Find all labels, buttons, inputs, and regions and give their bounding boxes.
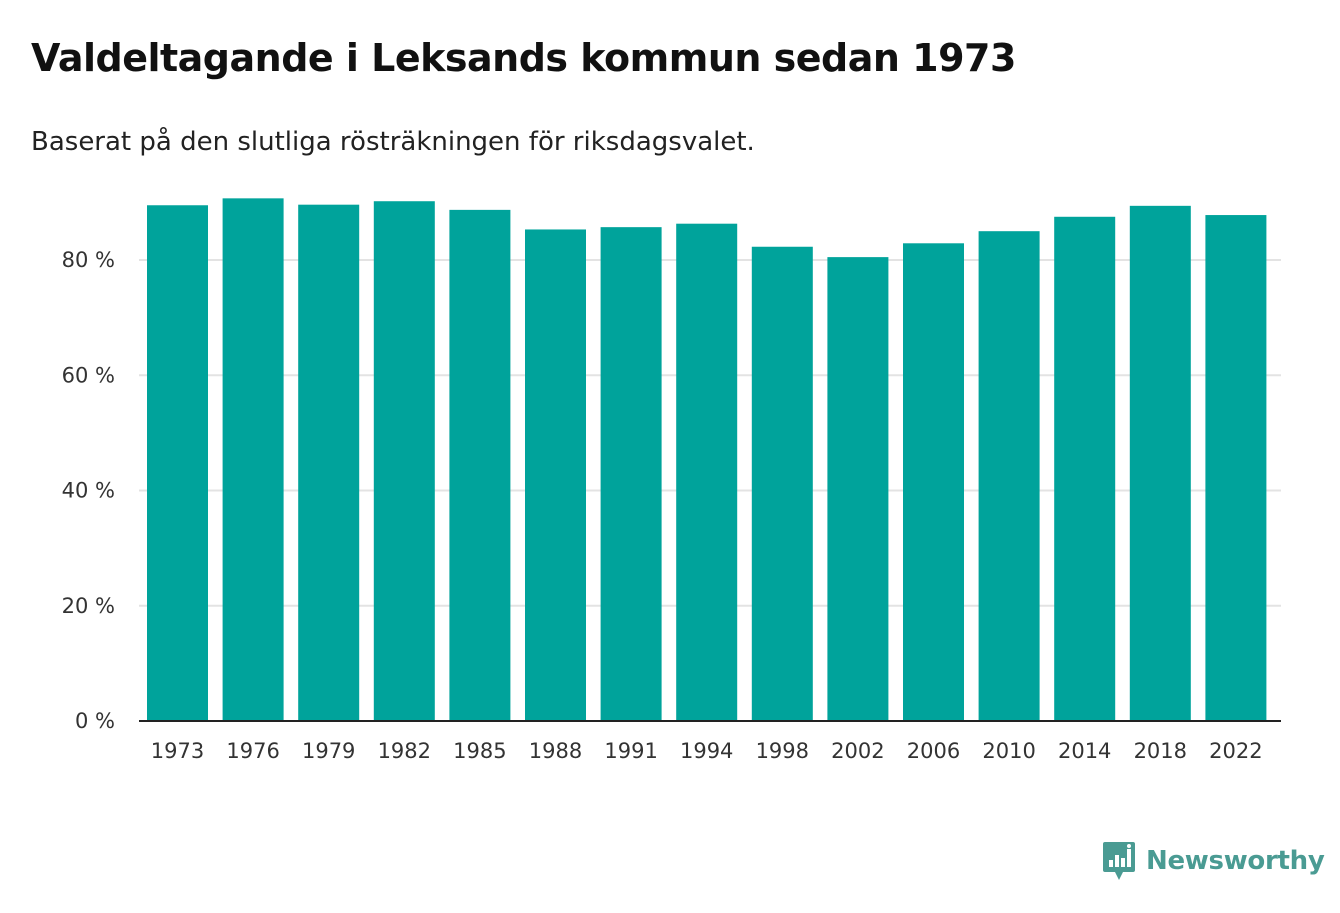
chart-title: Valdeltagande i Leksands kommun sedan 19… bbox=[31, 36, 1016, 80]
bar-2022[interactable] bbox=[1205, 215, 1267, 722]
bar-1985[interactable] bbox=[449, 209, 511, 721]
bar-1976[interactable] bbox=[222, 198, 284, 721]
newsworthy-logo-icon bbox=[1103, 842, 1135, 880]
y-tick-label: 60 % bbox=[62, 363, 115, 387]
bar-2002[interactable] bbox=[827, 257, 889, 721]
x-tick-label: 2014 bbox=[1058, 739, 1111, 763]
bar-2018[interactable] bbox=[1129, 205, 1191, 721]
x-tick-label: 1979 bbox=[302, 739, 355, 763]
x-tick-label: 1985 bbox=[453, 739, 506, 763]
bar-2006[interactable] bbox=[903, 243, 964, 721]
bar-1991[interactable] bbox=[600, 227, 662, 721]
bars bbox=[147, 198, 1267, 722]
x-tick-label: 1998 bbox=[756, 739, 809, 763]
y-tick-label: 80 % bbox=[62, 248, 115, 272]
x-tick-label: 2010 bbox=[982, 739, 1035, 763]
x-tick-label: 1973 bbox=[151, 739, 204, 763]
chart-subtitle: Baserat på den slutliga rösträkningen fö… bbox=[31, 127, 755, 157]
y-tick-label: 20 % bbox=[62, 594, 115, 618]
x-tick-label: 1991 bbox=[604, 739, 657, 763]
bar-2010[interactable] bbox=[978, 231, 1040, 721]
x-tick-label: 2006 bbox=[907, 739, 960, 763]
bar-1982[interactable] bbox=[373, 201, 435, 721]
x-tick-label: 2002 bbox=[831, 739, 884, 763]
x-tick-label: 2018 bbox=[1134, 739, 1187, 763]
y-tick-label: 40 % bbox=[62, 479, 115, 503]
newsworthy-logo: Newsworthy bbox=[1102, 840, 1325, 882]
x-tick-label: 1994 bbox=[680, 739, 733, 763]
axes: 0 % 20 % 40 % 60 % 80 % 1973 1976 1979 1982 1985 1… bbox=[62, 248, 1281, 763]
x-tick-label: 1976 bbox=[226, 739, 279, 763]
y-tick-label: 0 % bbox=[75, 709, 115, 733]
bar-2014[interactable] bbox=[1054, 216, 1116, 721]
bar-1973[interactable] bbox=[147, 205, 208, 722]
bar-1988[interactable] bbox=[525, 229, 586, 722]
newsworthy-logo-text: Newsworthy bbox=[1146, 846, 1325, 876]
x-tick-label: 1982 bbox=[378, 739, 431, 763]
x-tick-label: 1988 bbox=[529, 739, 582, 763]
bar-1998[interactable] bbox=[751, 246, 813, 721]
bar-1979[interactable] bbox=[298, 204, 360, 721]
x-tick-label: 2022 bbox=[1209, 739, 1262, 763]
bar-1994[interactable] bbox=[676, 223, 738, 722]
